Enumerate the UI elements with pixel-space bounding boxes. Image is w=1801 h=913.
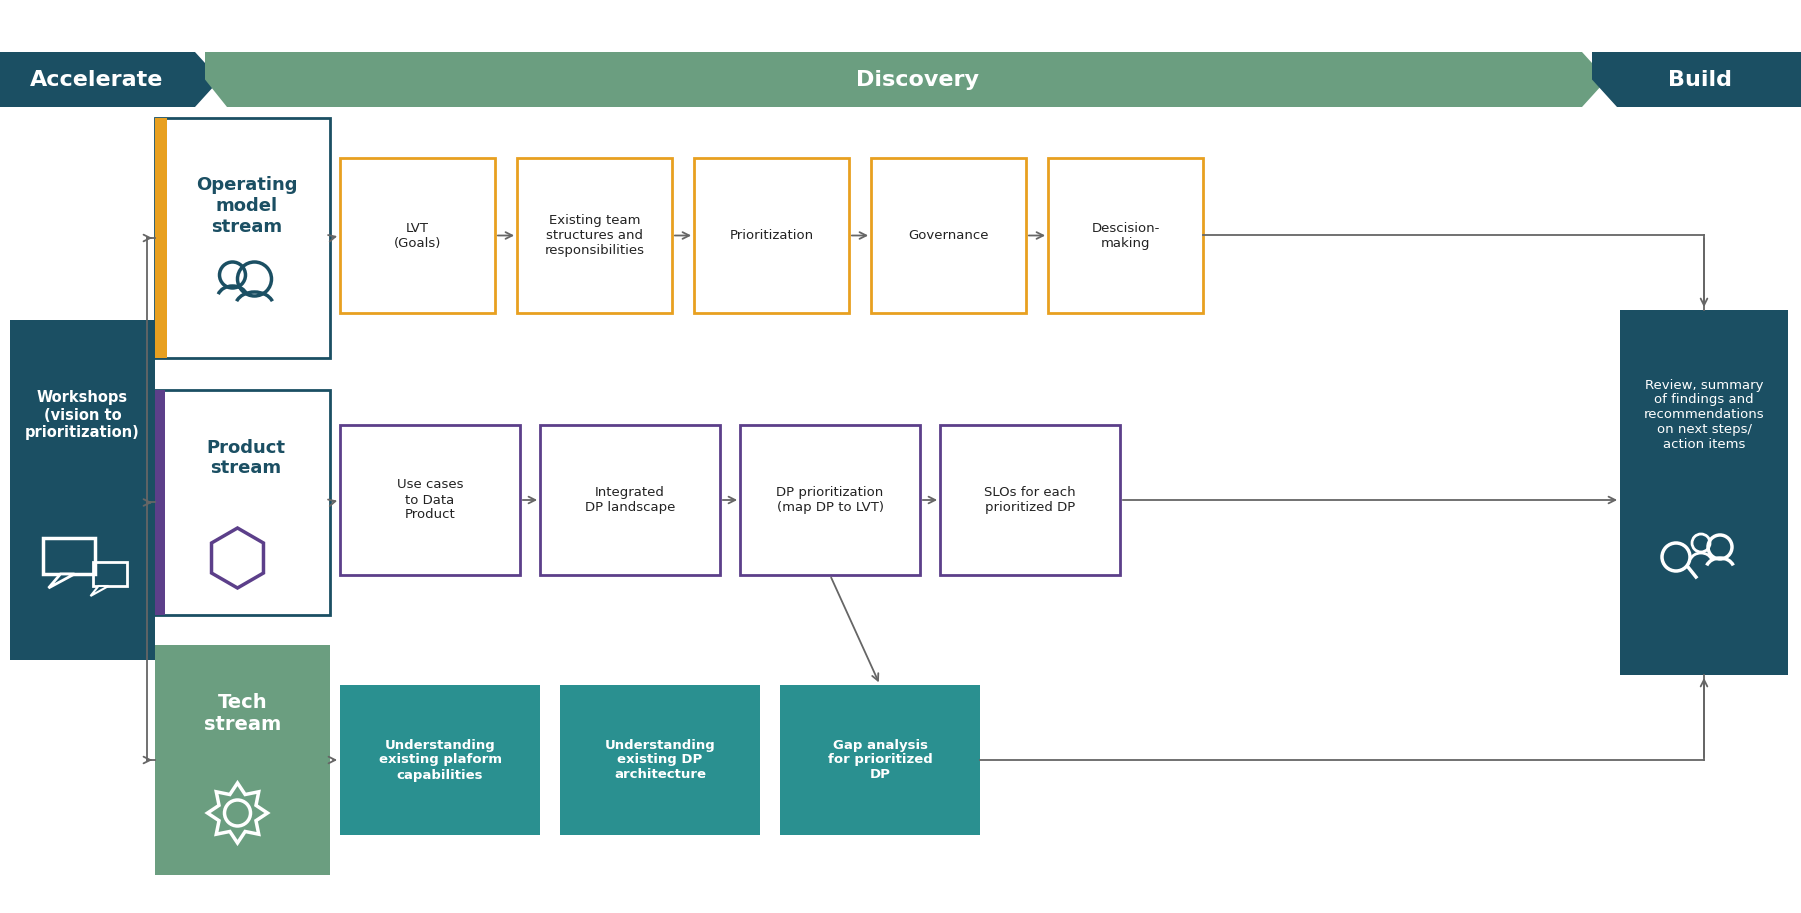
Text: Review, summary
of findings and
recommendations
on next steps/
action items: Review, summary of findings and recommen…	[1644, 379, 1765, 452]
Text: Existing team
structures and
responsibilities: Existing team structures and responsibil…	[544, 214, 645, 257]
Text: DP prioritization
(map DP to LVT): DP prioritization (map DP to LVT)	[776, 486, 884, 514]
Bar	[340, 158, 495, 313]
Bar	[940, 425, 1120, 575]
Bar	[155, 118, 330, 358]
Bar	[872, 158, 1027, 313]
Polygon shape	[205, 52, 1606, 107]
Bar	[1621, 310, 1788, 675]
Text: Integrated
DP landscape: Integrated DP landscape	[585, 486, 675, 514]
Text: Operating
model
stream: Operating model stream	[196, 176, 297, 236]
Text: Workshops
(vision to
prioritization): Workshops (vision to prioritization)	[25, 390, 140, 440]
Bar	[740, 425, 920, 575]
Bar	[340, 425, 520, 575]
Bar	[540, 425, 720, 575]
Text: LVT
(Goals): LVT (Goals)	[394, 222, 441, 249]
Polygon shape	[90, 586, 108, 596]
Text: Discovery: Discovery	[855, 69, 978, 89]
Bar	[155, 390, 166, 615]
Bar	[155, 645, 330, 875]
Bar	[11, 320, 155, 660]
Bar	[340, 685, 540, 835]
Bar	[92, 562, 126, 586]
Bar	[560, 685, 760, 835]
Polygon shape	[0, 52, 220, 107]
Bar	[780, 685, 980, 835]
Text: Product
stream: Product stream	[205, 438, 285, 477]
Bar	[43, 538, 94, 574]
Text: Accelerate: Accelerate	[31, 69, 164, 89]
Bar	[155, 118, 167, 358]
Text: Tech
stream: Tech stream	[204, 692, 281, 733]
Bar	[155, 390, 330, 615]
Text: Use cases
to Data
Product: Use cases to Data Product	[396, 478, 463, 521]
Text: Prioritization: Prioritization	[729, 229, 814, 242]
Text: Governance: Governance	[908, 229, 989, 242]
Polygon shape	[49, 574, 74, 588]
Bar	[517, 158, 672, 313]
Bar	[693, 158, 848, 313]
Text: Understanding
existing DP
architecture: Understanding existing DP architecture	[605, 739, 715, 782]
Text: Descision-
making: Descision- making	[1091, 222, 1160, 249]
Text: Understanding
existing plaform
capabilities: Understanding existing plaform capabilit…	[378, 739, 501, 782]
Bar	[1048, 158, 1203, 313]
Text: SLOs for each
prioritized DP: SLOs for each prioritized DP	[983, 486, 1075, 514]
Text: Gap analysis
for prioritized
DP: Gap analysis for prioritized DP	[828, 739, 933, 782]
Polygon shape	[1592, 52, 1801, 107]
Text: Build: Build	[1668, 69, 1733, 89]
